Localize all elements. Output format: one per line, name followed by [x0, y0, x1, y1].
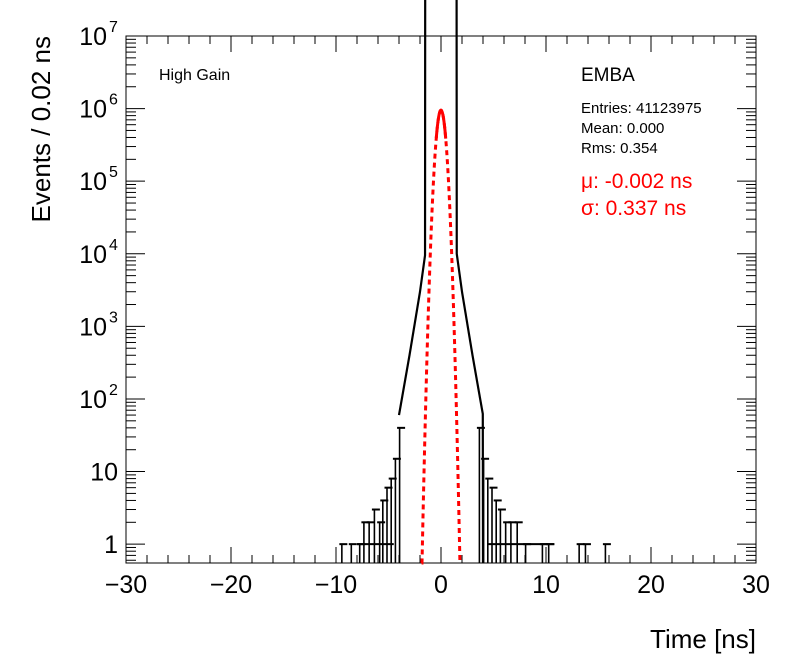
y-tick-label: 10	[79, 168, 107, 196]
x-tick-label: 10	[532, 571, 560, 599]
x-axis-ticks: −30 −20 −10 0 10 20 30	[105, 36, 770, 599]
y-tick-label: 10	[79, 241, 107, 269]
y-tick-exponent: 6	[109, 92, 118, 109]
y-tick-exponent: 7	[109, 19, 118, 36]
y-tick-exponent: 5	[109, 164, 118, 181]
fit-curve-solid	[434, 108, 448, 139]
rms-label: Rms: 0.354	[581, 140, 658, 157]
y-tick-label: 10	[79, 23, 107, 51]
histogram-series	[339, 0, 611, 564]
y-axis-title: Events / 0.02 ns	[26, 36, 56, 222]
x-tick-label: −20	[210, 571, 252, 599]
y-tick-label: 10	[79, 313, 107, 341]
mean-label: Mean: 0.000	[581, 120, 664, 137]
y-tick-label: 10	[90, 459, 118, 487]
x-tick-label: 0	[434, 571, 448, 599]
y-tick-label: 10	[79, 386, 107, 414]
entries-label: Entries: 41123975	[581, 100, 702, 117]
y-tick-label: 1	[104, 531, 118, 559]
partition-label: EMBA	[581, 65, 635, 86]
y-tick-exponent: 4	[109, 237, 118, 254]
fit-curve-dashed	[420, 108, 462, 565]
x-axis-title: Time [ns]	[650, 624, 756, 654]
x-tick-label: −10	[315, 571, 357, 599]
gain-label: High Gain	[159, 67, 230, 84]
histogram-core	[397, 0, 485, 564]
y-tick-label: 10	[79, 96, 107, 124]
x-tick-label: 20	[637, 571, 665, 599]
fit-sigma-label: σ: 0.337 ns	[581, 197, 686, 220]
y-tick-exponent: 3	[109, 309, 118, 326]
gaussian-fit-series	[420, 108, 462, 565]
fit-mu-label: μ: -0.002 ns	[581, 170, 692, 193]
y-tick-exponent: 2	[109, 382, 118, 399]
x-tick-label: 30	[742, 571, 770, 599]
x-tick-label: −30	[105, 571, 147, 599]
